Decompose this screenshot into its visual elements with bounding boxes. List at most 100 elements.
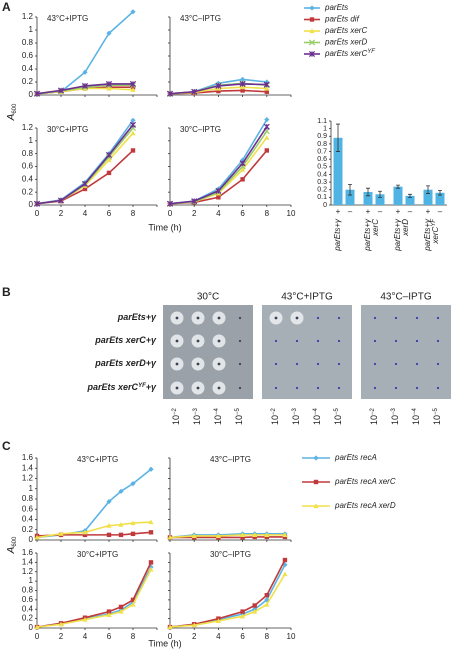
marker — [34, 534, 40, 540]
y-tick-label: 0.8 — [22, 38, 34, 47]
dilution-label: 10−5 — [432, 407, 442, 425]
marker — [308, 39, 316, 46]
error-bar — [426, 185, 430, 194]
dilution-label: 10−3 — [192, 407, 202, 425]
marker — [148, 466, 154, 472]
row-label-part: parEts+γ — [117, 312, 157, 322]
y-tick-label: 0.2 — [22, 77, 34, 86]
group-label: xerD — [401, 219, 410, 237]
dilution-label-part: −5 — [334, 407, 340, 415]
y-tick-label: 1.2 — [22, 12, 34, 21]
dilution-label-part: −4 — [313, 407, 319, 415]
marker — [57, 87, 65, 94]
row-label: parEts xerD+γ — [94, 358, 157, 368]
legend-label: parEts — [324, 3, 348, 12]
legend-label-part: parEts xerC — [324, 49, 367, 58]
x-tick-label: 2 — [192, 209, 197, 218]
legend-label-part: YF — [367, 49, 375, 55]
group-label-part: parEts+γ — [393, 218, 402, 252]
marker — [106, 612, 112, 617]
colony — [415, 316, 419, 320]
y-tick-label: 0.6 — [22, 504, 34, 513]
group-label: xerC — [371, 219, 380, 237]
column-header: 43°C–IPTG — [380, 292, 431, 303]
marker — [215, 618, 221, 624]
y-tick-label: 0.5 — [317, 164, 327, 171]
x-tick-label: 4 — [216, 209, 221, 218]
colony — [415, 386, 419, 390]
marker — [240, 76, 246, 82]
legend-label: parEts recA — [334, 453, 377, 462]
x-tick-label: 8 — [265, 632, 270, 641]
marker — [82, 532, 88, 538]
y-tick-label: 0.6 — [22, 162, 34, 171]
y-tick-label: 0.4 — [22, 604, 34, 613]
y-tick-label: 0 — [29, 535, 34, 544]
x-tick-label: 6 — [107, 209, 112, 218]
y-tick-label: 0 — [29, 200, 34, 209]
y-tick-label: 1.6 — [22, 453, 34, 462]
colony — [175, 362, 179, 366]
dilution-label-part: 10 — [192, 415, 202, 425]
group-label-part: parEts+γ — [363, 218, 372, 252]
marker — [264, 85, 270, 91]
y-tick-label: 1.4 — [22, 557, 34, 566]
dilution-label: 10−2 — [270, 407, 280, 425]
marker — [240, 88, 245, 93]
dilution-label: 10−2 — [171, 407, 181, 425]
y-tick-label: 0 — [29, 623, 34, 632]
bar — [393, 186, 403, 205]
legend-label: parEts recA xerC — [334, 477, 396, 486]
x-tick-label: 8 — [265, 209, 270, 218]
marker — [130, 481, 136, 487]
error-bar — [348, 183, 352, 196]
marker — [106, 85, 112, 91]
plate — [361, 305, 451, 399]
marker — [82, 186, 88, 192]
dilution-label-part: 10 — [390, 415, 400, 425]
y-tick-label: 0.2 — [317, 187, 327, 194]
marker — [105, 151, 113, 158]
y-tick-label: 0.2 — [22, 614, 34, 623]
row-label: parEts xerC+γ — [94, 335, 157, 345]
marker — [106, 498, 112, 505]
colony — [238, 339, 242, 343]
marker — [81, 180, 89, 187]
colony — [238, 316, 242, 320]
marker — [263, 81, 270, 88]
marker — [130, 9, 136, 15]
marker — [130, 148, 136, 153]
category-label: – — [438, 207, 443, 216]
colony — [274, 316, 278, 320]
marker — [129, 80, 137, 87]
x-tick-label: 0 — [35, 632, 40, 641]
dilution-label: 10−5 — [234, 407, 244, 425]
dilution-label: 10−2 — [369, 407, 379, 425]
x-tick-label: 0 — [168, 209, 173, 218]
bar — [333, 137, 343, 205]
marker — [313, 503, 319, 509]
group-label: xerCYF — [431, 219, 441, 245]
marker — [118, 608, 124, 614]
marker — [33, 200, 41, 207]
marker — [216, 195, 221, 200]
row-label-part: parEts xerC — [87, 382, 139, 392]
group-label: parEts+γ — [393, 218, 402, 252]
marker — [264, 89, 269, 94]
dilution-label: 10−4 — [312, 407, 322, 425]
y-tick-label: 0.6 — [317, 156, 327, 163]
legend-label: parEts dif — [324, 15, 360, 24]
marker — [263, 123, 270, 130]
x-tick-label: 10 — [287, 632, 296, 641]
colony — [436, 362, 440, 366]
dilution-label-part: 10 — [333, 415, 343, 425]
panel-title: 43°C+IPTG — [77, 455, 118, 464]
error-bar — [378, 190, 382, 198]
group-label-part: xerD — [401, 219, 410, 237]
bar — [345, 189, 355, 205]
row-label-part: YF — [138, 383, 146, 389]
x-tick-label: 2 — [59, 632, 64, 641]
dilution-label-part: 10 — [411, 415, 421, 425]
y-tick-label: 1 — [29, 484, 34, 493]
marker — [130, 597, 136, 603]
